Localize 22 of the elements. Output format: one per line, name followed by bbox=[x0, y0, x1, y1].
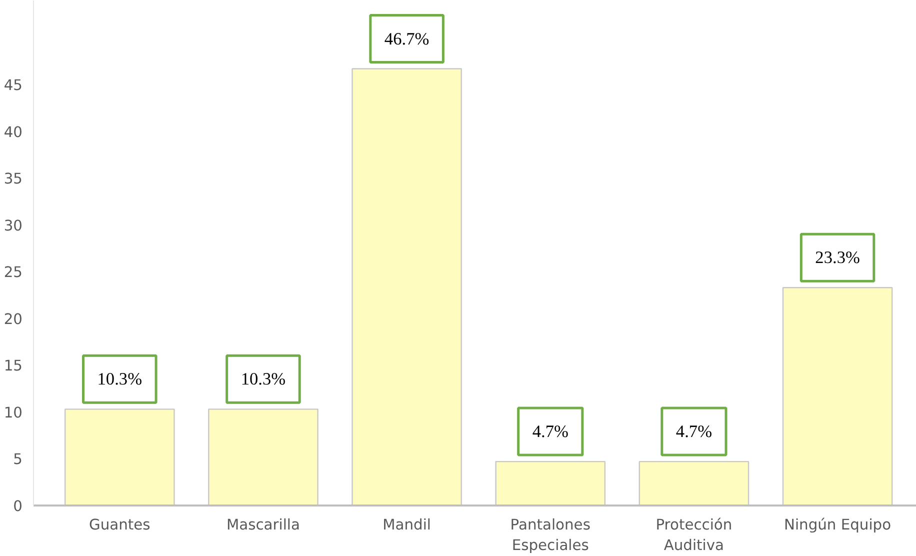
y-tick-label: 40 bbox=[4, 124, 23, 141]
y-tick-label: 35 bbox=[4, 170, 23, 188]
y-tick-label: 5 bbox=[13, 451, 23, 468]
y-tick-label: 0 bbox=[13, 498, 23, 515]
x-tick-label: Guantes bbox=[88, 516, 150, 534]
y-tick-label: 30 bbox=[4, 217, 23, 234]
x-tick-label: Protección Auditiva bbox=[656, 516, 732, 554]
y-tick-label: 10 bbox=[4, 404, 23, 422]
data-label: 46.7% bbox=[384, 29, 430, 48]
x-tick-label: Pantalones Especiales bbox=[510, 516, 590, 554]
data-label: 4.7% bbox=[676, 422, 712, 442]
data-label: 23.3% bbox=[815, 248, 860, 268]
y-tick-label: 20 bbox=[4, 310, 23, 328]
y-tick-label: 25 bbox=[4, 264, 23, 282]
x-tick-label: Ningún Equipo bbox=[784, 516, 892, 534]
y-tick-label: 15 bbox=[4, 358, 23, 375]
data-label: 4.7% bbox=[532, 422, 568, 442]
x-tick-label: Mandil bbox=[382, 516, 431, 534]
y-tick-label: 45 bbox=[4, 77, 23, 94]
data-label: 10.3% bbox=[240, 370, 286, 389]
x-tick-label: Mascarilla bbox=[226, 516, 300, 534]
data-label: 10.3% bbox=[97, 370, 142, 389]
